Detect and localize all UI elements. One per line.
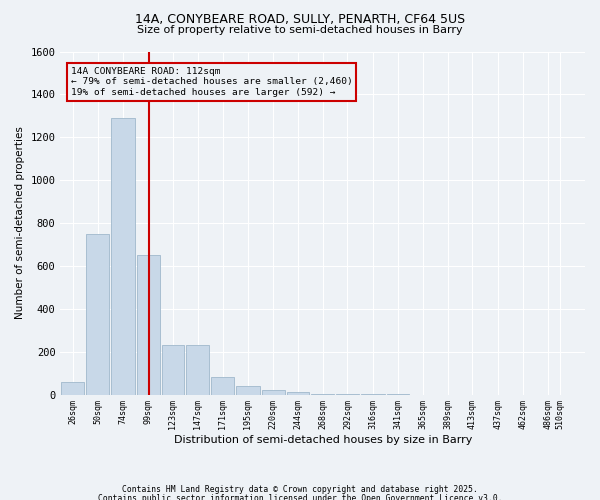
Bar	[86, 234, 109, 394]
Y-axis label: Number of semi-detached properties: Number of semi-detached properties	[15, 126, 25, 320]
Bar	[287, 392, 310, 394]
Bar	[161, 346, 184, 395]
Text: Contains public sector information licensed under the Open Government Licence v3: Contains public sector information licen…	[98, 494, 502, 500]
Bar	[236, 386, 260, 394]
Text: 14A, CONYBEARE ROAD, SULLY, PENARTH, CF64 5US: 14A, CONYBEARE ROAD, SULLY, PENARTH, CF6…	[135, 12, 465, 26]
Bar	[262, 390, 284, 394]
Bar	[211, 378, 234, 394]
X-axis label: Distribution of semi-detached houses by size in Barry: Distribution of semi-detached houses by …	[173, 435, 472, 445]
Bar	[111, 118, 135, 394]
Bar	[137, 255, 160, 394]
Bar	[187, 346, 209, 395]
Text: Contains HM Land Registry data © Crown copyright and database right 2025.: Contains HM Land Registry data © Crown c…	[122, 485, 478, 494]
Bar	[61, 382, 84, 394]
Text: Size of property relative to semi-detached houses in Barry: Size of property relative to semi-detach…	[137, 25, 463, 35]
Text: 14A CONYBEARE ROAD: 112sqm
← 79% of semi-detached houses are smaller (2,460)
19%: 14A CONYBEARE ROAD: 112sqm ← 79% of semi…	[71, 67, 353, 96]
